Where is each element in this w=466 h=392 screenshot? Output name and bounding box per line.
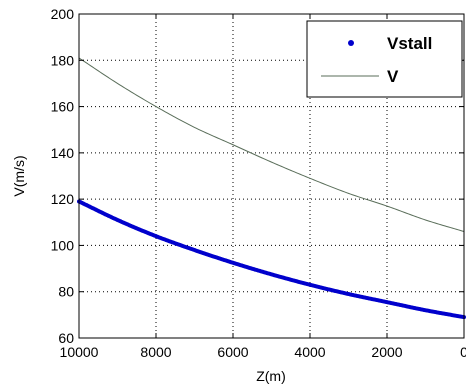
legend-v-label: V bbox=[387, 67, 399, 86]
y-tick-label: 140 bbox=[51, 145, 75, 161]
legend-vstall-swatch bbox=[348, 40, 354, 46]
x-tick-label: 0 bbox=[460, 344, 466, 360]
legend: Vstall V bbox=[306, 20, 463, 98]
ticks: 10000 8000 6000 4000 2000 0 60 80 100 120 140 160 18… bbox=[51, 6, 466, 360]
x-tick-label: 6000 bbox=[217, 344, 248, 360]
x-tick-label: 8000 bbox=[140, 344, 171, 360]
y-tick-label: 200 bbox=[51, 6, 75, 22]
x-tick-label: 10000 bbox=[60, 344, 99, 360]
y-tick-label: 80 bbox=[58, 284, 74, 300]
series-layer bbox=[77, 57, 466, 320]
plot-frame bbox=[78, 13, 465, 339]
y-tick-label: 160 bbox=[51, 99, 75, 115]
x-tick-label: 2000 bbox=[371, 344, 402, 360]
y-tick-label: 100 bbox=[51, 237, 75, 253]
x-axis-label: Z(m) bbox=[256, 368, 286, 384]
y-tick-label: 180 bbox=[51, 52, 75, 68]
legend-box bbox=[306, 20, 463, 98]
x-tick-label: 4000 bbox=[294, 344, 325, 360]
y-tick-label: 120 bbox=[51, 191, 75, 207]
y-axis-label: V(m/s) bbox=[11, 155, 27, 196]
y-tick-label: 60 bbox=[58, 330, 74, 346]
series-v-line bbox=[78, 57, 465, 233]
legend-vstall-label: Vstall bbox=[387, 34, 432, 53]
